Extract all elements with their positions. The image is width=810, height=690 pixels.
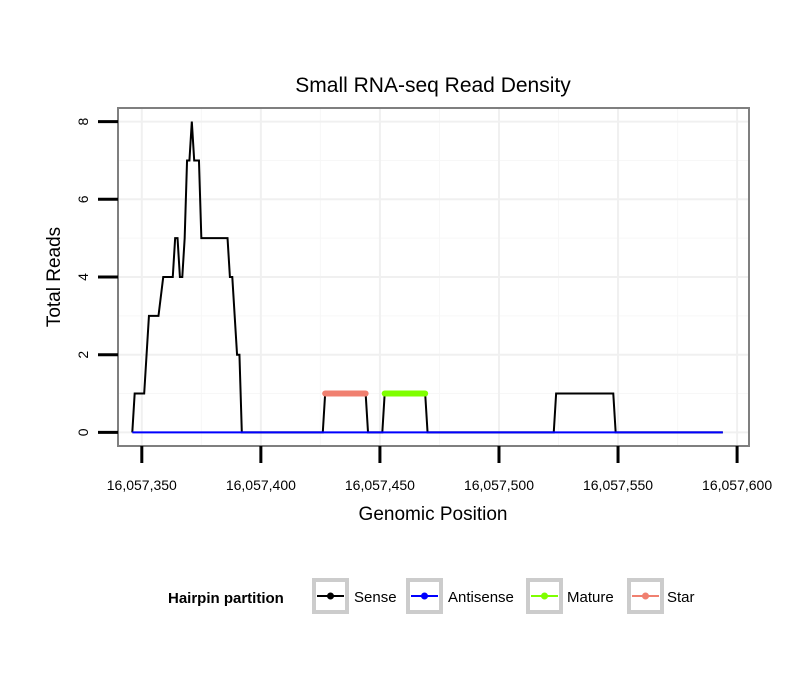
legend-key-dot	[327, 592, 334, 600]
x-axis-title: Genomic Position	[359, 504, 508, 525]
y-tick-label: 6	[75, 195, 91, 203]
legend-label-mature: Mature	[567, 589, 614, 606]
legend-label-star: Star	[667, 589, 695, 606]
legend-key-dot	[642, 592, 649, 600]
legend: Hairpin partition Sense Antisense Mature St…	[168, 578, 695, 614]
series-line-sense	[131, 121, 723, 434]
y-tick-label: 4	[75, 273, 91, 281]
x-tick-label: 16,057,550	[583, 477, 653, 493]
series-layer	[131, 121, 723, 434]
x-tick-label: 16,057,500	[464, 477, 534, 493]
legend-items: Sense Antisense Mature Star	[312, 578, 695, 614]
chart-title: Small RNA-seq Read Density	[295, 74, 571, 97]
x-tick-label: 16,057,400	[226, 477, 296, 493]
x-tick-label: 16,057,350	[107, 477, 177, 493]
legend-key-dot	[541, 592, 548, 600]
legend-label-antisense: Antisense	[448, 589, 514, 606]
y-tick-label: 8	[75, 117, 91, 125]
x-tick-label: 16,057,600	[702, 477, 772, 493]
legend-key-dot	[421, 592, 428, 600]
x-axis: 16,057,350 16,057,400 16,057,450 16,057,500…	[107, 446, 772, 493]
legend-label-sense: Sense	[354, 589, 397, 606]
y-tick-label: 0	[75, 428, 91, 436]
legend-title: Hairpin partition	[168, 590, 284, 607]
x-tick-label: 16,057,450	[345, 477, 415, 493]
y-tick-label: 2	[75, 351, 91, 359]
y-axis: 0 2 4 6 8	[75, 117, 118, 436]
y-axis-title: Total Reads	[44, 227, 65, 327]
